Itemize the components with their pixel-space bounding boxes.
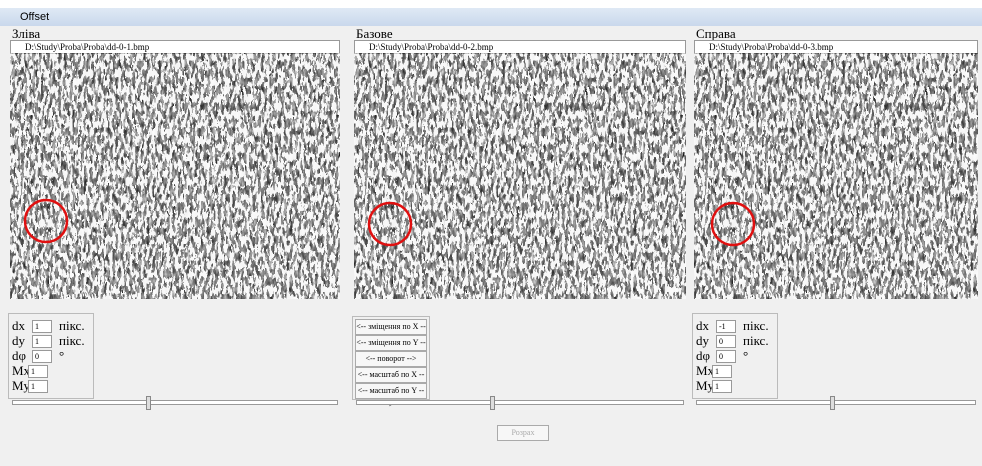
window-title: Offset — [0, 11, 49, 23]
title-bar: Offset — [0, 8, 982, 26]
field-input[interactable]: 1 — [32, 320, 52, 333]
field-label: dy — [12, 333, 25, 349]
slider-track — [12, 400, 338, 405]
file-path: D:\Study\Proba\Proba\dd-0-2.bmp — [354, 40, 686, 54]
page: Offset Розрах ЗліваD:\Study\Proba\Proba\… — [0, 0, 982, 466]
field-input[interactable]: 0 — [32, 350, 52, 363]
shift-button[interactable]: <-- зміщення по X --> — [355, 319, 427, 335]
field-input[interactable]: 1 — [712, 380, 732, 393]
field-unit: ° — [59, 348, 64, 364]
field-input[interactable]: 1 — [32, 335, 52, 348]
shift-button[interactable]: <-- масштаб по X --> — [355, 367, 427, 383]
field-unit: пікс. — [743, 318, 769, 334]
button-group: <-- зміщення по X --><-- зміщення по Y -… — [352, 316, 430, 400]
field-unit: пікс. — [59, 333, 85, 349]
slider-thumb[interactable] — [490, 396, 495, 410]
field-unit: ° — [743, 348, 748, 364]
image — [354, 53, 686, 299]
noise — [694, 53, 978, 299]
slider-thumb[interactable] — [146, 396, 151, 410]
slider-track — [696, 400, 976, 405]
noise — [10, 53, 340, 299]
field-label: dφ — [696, 348, 710, 364]
field-label: dx — [12, 318, 25, 334]
field-label: dφ — [12, 348, 26, 364]
field-unit: пікс. — [743, 333, 769, 349]
shift-button[interactable]: <-- масштаб по Y --> — [355, 383, 427, 399]
field-label: dx — [696, 318, 709, 334]
field-input[interactable]: 0 — [716, 350, 736, 363]
shift-button[interactable]: <-- зміщення по Y --> — [355, 335, 427, 351]
slider-thumb[interactable] — [830, 396, 835, 410]
noise — [354, 53, 686, 299]
field-input[interactable]: 1 — [28, 365, 48, 378]
file-path: D:\Study\Proba\Proba\dd-0-1.bmp — [10, 40, 340, 54]
field-input[interactable]: -1 — [716, 320, 736, 333]
field-label: dy — [696, 333, 709, 349]
file-path: D:\Study\Proba\Proba\dd-0-3.bmp — [694, 40, 978, 54]
slider-track — [356, 400, 684, 405]
shift-button[interactable]: <-- поворот --> — [355, 351, 427, 367]
field-unit: пікс. — [59, 318, 85, 334]
image — [694, 53, 978, 299]
field-input[interactable]: 1 — [28, 380, 48, 393]
calculate-button[interactable]: Розрах — [497, 425, 549, 441]
image — [10, 53, 340, 299]
field-input[interactable]: 1 — [712, 365, 732, 378]
field-input[interactable]: 0 — [716, 335, 736, 348]
